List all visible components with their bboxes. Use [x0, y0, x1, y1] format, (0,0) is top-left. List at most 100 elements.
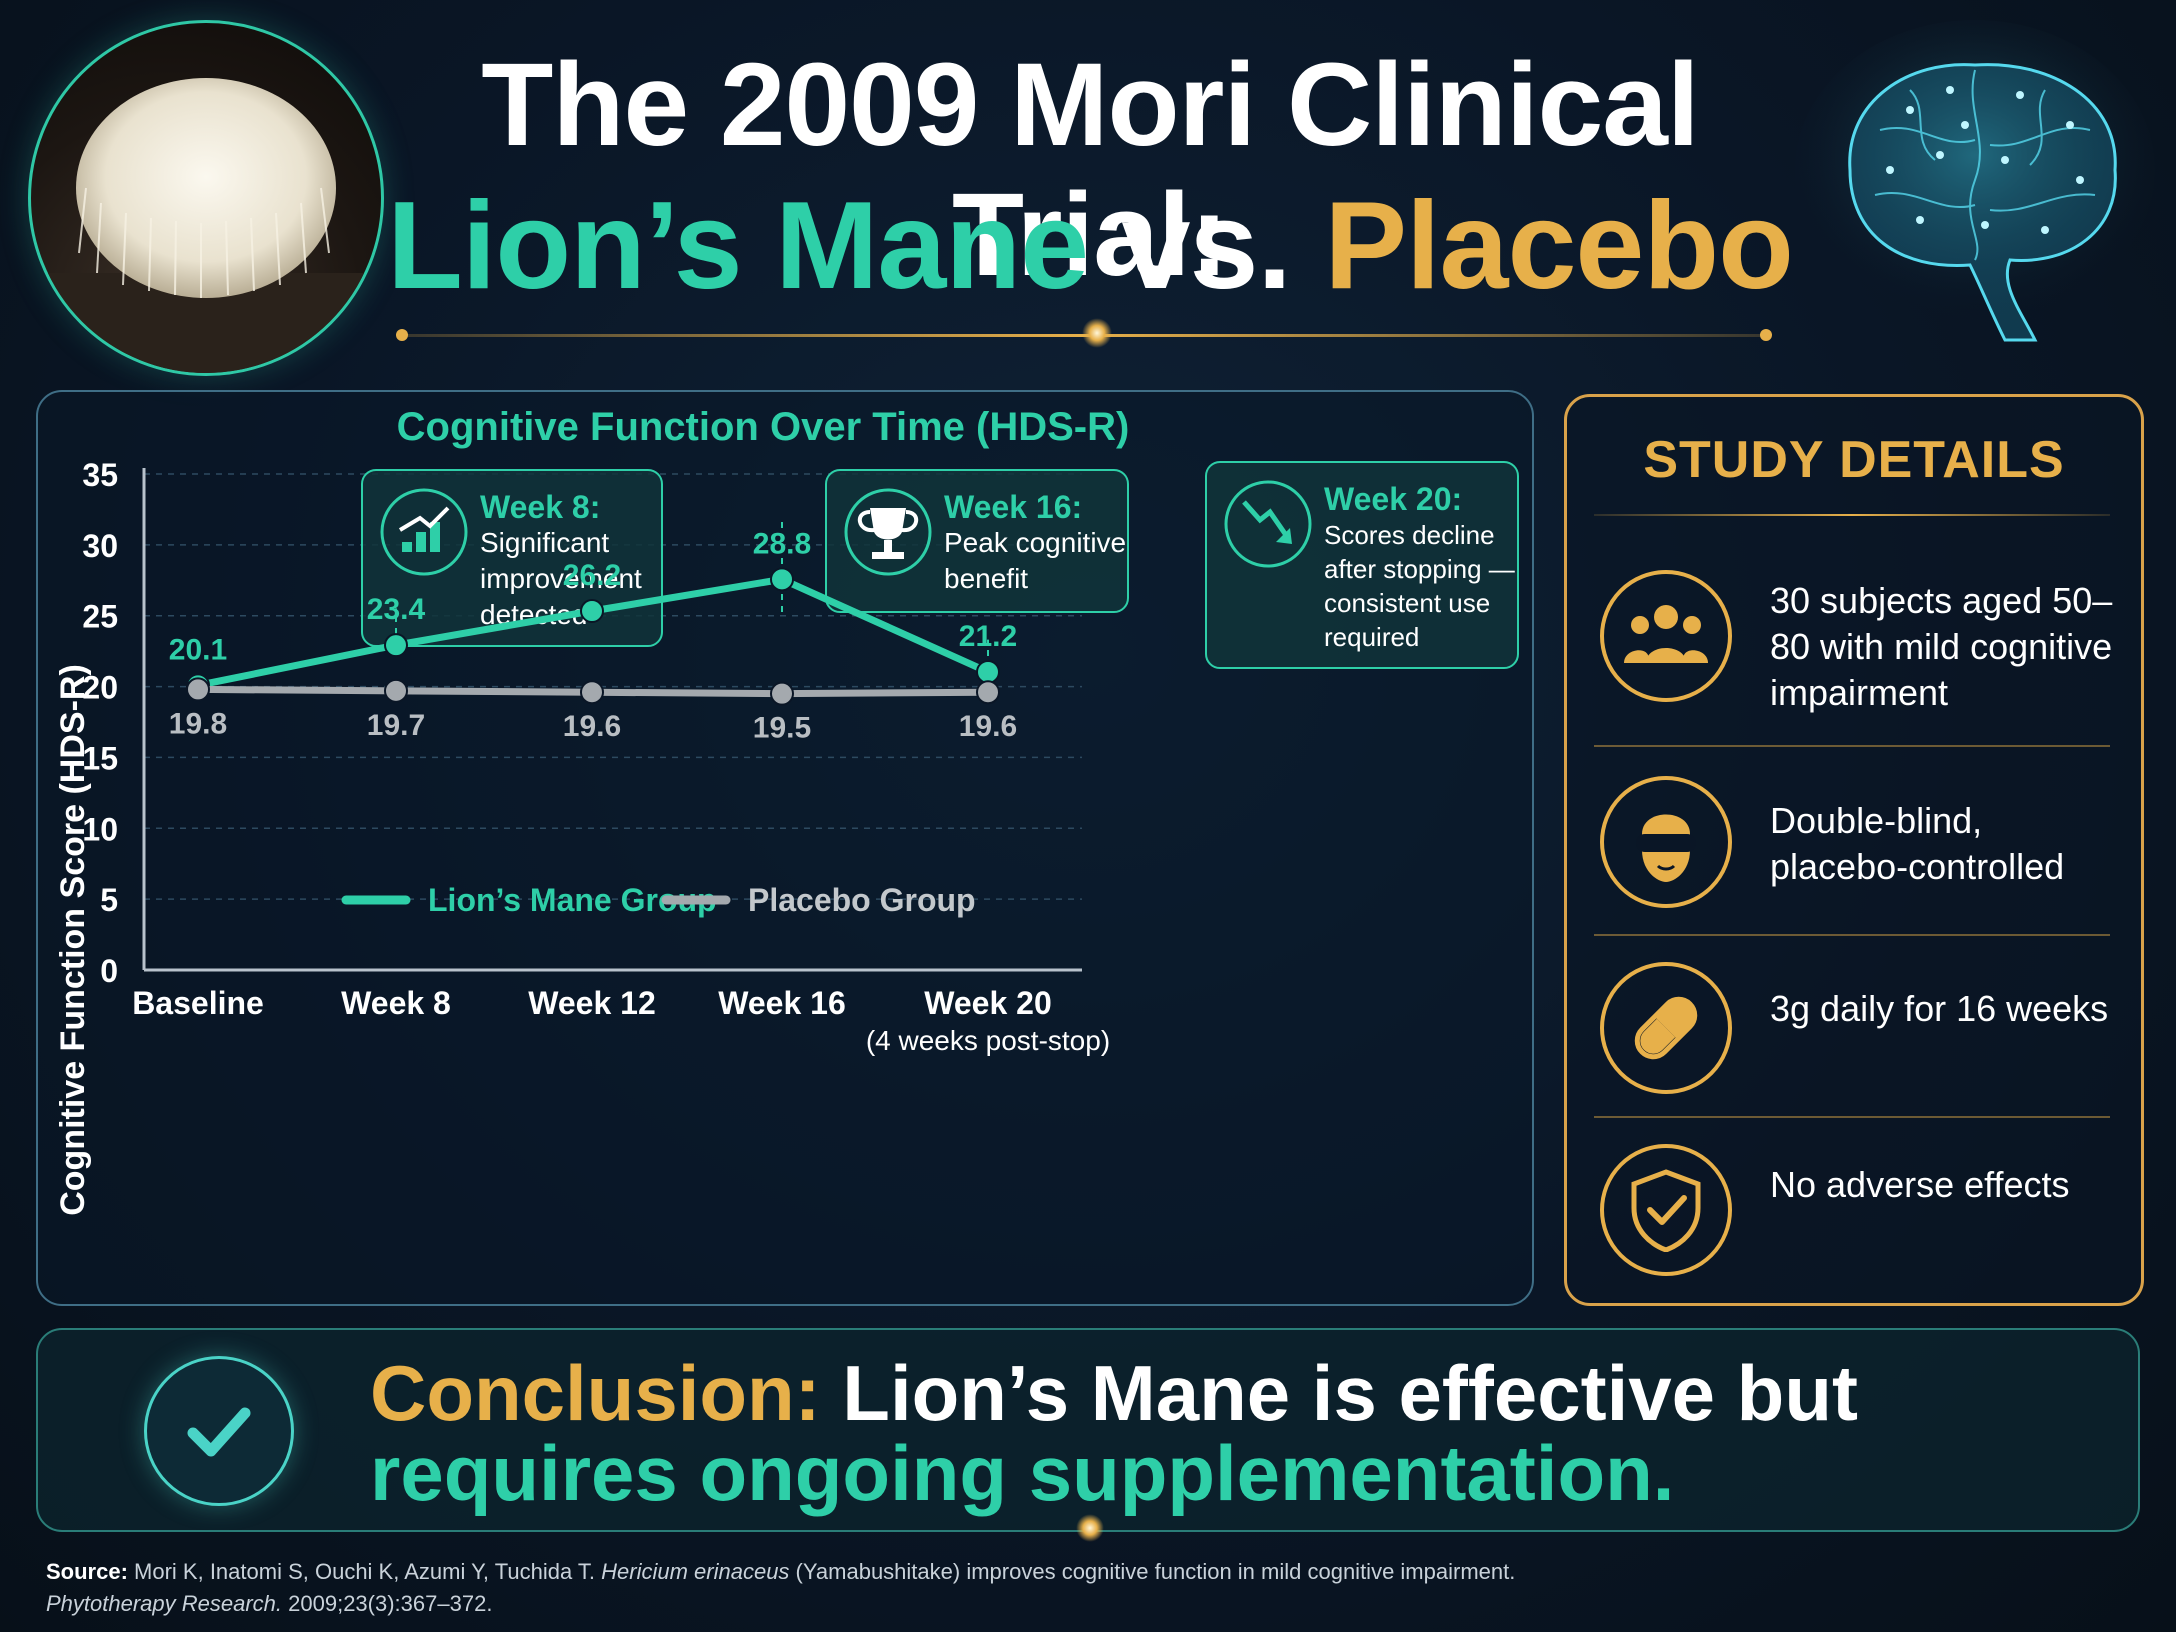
y-tick-label: 15 — [82, 740, 118, 776]
detail-safety: No adverse effects — [1770, 1164, 2070, 1205]
chart-up-icon — [380, 488, 468, 576]
data-point — [770, 681, 794, 706]
data-point — [976, 680, 1000, 705]
legend-label: Placebo Group — [748, 882, 976, 918]
detail-divider — [1594, 745, 2110, 747]
callout-title: Week 20: — [1324, 481, 1462, 517]
x-tick-label: Baseline — [132, 985, 264, 1021]
lions-mane-mushroom-image — [28, 20, 384, 376]
data-label: 19.6 — [959, 710, 1017, 743]
source-species: Hericium erinaceus — [601, 1559, 790, 1584]
x-tick-label: Week 20 — [924, 985, 1052, 1021]
source-authors: Mori K, Inatomi S, Ouchi K, Azumi Y, Tuc… — [127, 1559, 602, 1584]
x-tick-sublabel: (4 weeks post-stop) — [866, 1025, 1110, 1056]
study-details-title: STUDY DETAILS — [1643, 431, 2065, 489]
data-label: 19.6 — [563, 710, 621, 743]
trend-down-line — [1242, 500, 1291, 540]
trend-down-icon — [1224, 480, 1312, 568]
conclusion-line-2: requires ongoing supplementation. — [370, 1429, 1675, 1517]
chart-up-bar — [402, 542, 412, 552]
detail-divider — [1594, 1116, 2110, 1118]
callout-text: required — [1324, 622, 1419, 652]
callout-text: consistent use — [1324, 588, 1490, 618]
y-tick-label: 0 — [100, 953, 118, 989]
data-label: 21.2 — [959, 620, 1017, 653]
trend-down-arrowhead — [1276, 528, 1292, 544]
trophy-icon — [844, 488, 932, 576]
data-label: 19.5 — [753, 712, 811, 745]
x-tick-label: Week 16 — [718, 985, 846, 1021]
y-tick-label: 20 — [82, 670, 118, 706]
x-tick-label: Week 8 — [341, 985, 451, 1021]
title-vs: vs. — [1088, 177, 1325, 315]
source-year: 2009;23(3):367–372. — [282, 1591, 493, 1616]
y-tick-label: 10 — [82, 811, 118, 847]
people-icon — [1600, 570, 1732, 702]
source-label: Source: — [46, 1559, 128, 1584]
data-point — [384, 633, 408, 658]
callout-text: Significant — [480, 527, 609, 558]
data-label: 28.8 — [753, 527, 811, 560]
callout-box — [1205, 461, 1519, 669]
trophy-handles — [858, 510, 918, 533]
data-label: 23.4 — [367, 593, 426, 626]
data-point — [580, 680, 604, 705]
chart-up-bar — [430, 522, 440, 552]
conclusion-label: Conclusion: — [370, 1349, 821, 1437]
conclusion-star — [1076, 1514, 1104, 1542]
title-placebo: Placebo — [1324, 177, 1794, 315]
trophy-stem — [884, 540, 892, 552]
callout-box — [825, 469, 1129, 613]
data-point — [580, 599, 604, 624]
detail-divider — [1594, 934, 2110, 936]
detail-subjects: 30 subjects aged 50–80 with mild cogniti… — [1770, 580, 2113, 713]
conclusion-panel — [36, 1328, 2140, 1532]
data-label: 19.8 — [169, 707, 227, 740]
study-details-divider — [1594, 514, 2110, 516]
data-point — [186, 677, 210, 702]
callout-text: benefit — [944, 563, 1028, 594]
chart-up-arrow — [398, 506, 450, 532]
brain-icon — [1790, 20, 2160, 360]
x-tick-label: Week 12 — [528, 985, 656, 1021]
y-tick-label: 35 — [82, 457, 118, 493]
checkmark-icon — [144, 1356, 294, 1506]
detail-dosage: 3g daily for 16 weeks — [1770, 988, 2109, 1029]
title-lions-mane: Lion’s Mane — [387, 177, 1089, 315]
chart-title: Cognitive Function Over Time (HDS-R) — [397, 405, 1130, 449]
cognitive-function-chart: Cognitive Function Over Time (HDS-R) Cog… — [54, 405, 1519, 1216]
data-point — [976, 659, 1000, 684]
trophy-base — [872, 552, 904, 559]
title-divider-star — [1082, 318, 1112, 348]
y-tick-label: 30 — [82, 528, 118, 564]
title-line-2: Lion’s Mane vs. Placebo — [380, 178, 1800, 314]
data-label: 26.2 — [563, 559, 621, 592]
conclusion-text: Lion’s Mane is effective but — [820, 1349, 1858, 1437]
source-journal: Phytotherapy Research. — [46, 1591, 283, 1616]
shield-check-icon — [1600, 1144, 1732, 1276]
blindfold-icon — [1600, 776, 1732, 908]
callout-text: after stopping — — [1324, 554, 1515, 584]
trophy-cup — [870, 508, 906, 540]
y-tick-label: 25 — [82, 599, 118, 635]
chart-up-bar — [416, 532, 426, 552]
source-citation: Source: Mori K, Inatomi S, Ouchi K, Azum… — [46, 1556, 2146, 1620]
detail-design: Double-blind, placebo-controlled — [1770, 800, 2065, 887]
callout-title: Week 16: — [944, 489, 1082, 525]
pill-icon — [1600, 962, 1732, 1094]
data-point — [770, 567, 794, 592]
data-label: 20.1 — [169, 633, 227, 666]
data-label: 19.7 — [367, 709, 425, 742]
callout-text: Peak cognitive — [944, 527, 1126, 558]
source-title: (Yamabushitake) improves cognitive funct… — [789, 1559, 1516, 1584]
title-divider-dot-right — [1760, 329, 1772, 341]
callout-text: Scores decline — [1324, 520, 1495, 550]
callout-text: improvement — [480, 563, 642, 594]
title-divider-dot-left — [396, 329, 408, 341]
y-tick-label: 5 — [100, 882, 118, 918]
data-point — [384, 678, 408, 703]
y-axis-label: Cognitive Function Score (HDS-R) — [54, 664, 92, 1216]
title-line-1: The 2009 Mori Clinical Trial: — [481, 39, 1699, 301]
callout-title: Week 8: — [480, 489, 600, 525]
conclusion-line-1: Conclusion: Lion’s Mane is effective but — [370, 1348, 1858, 1438]
